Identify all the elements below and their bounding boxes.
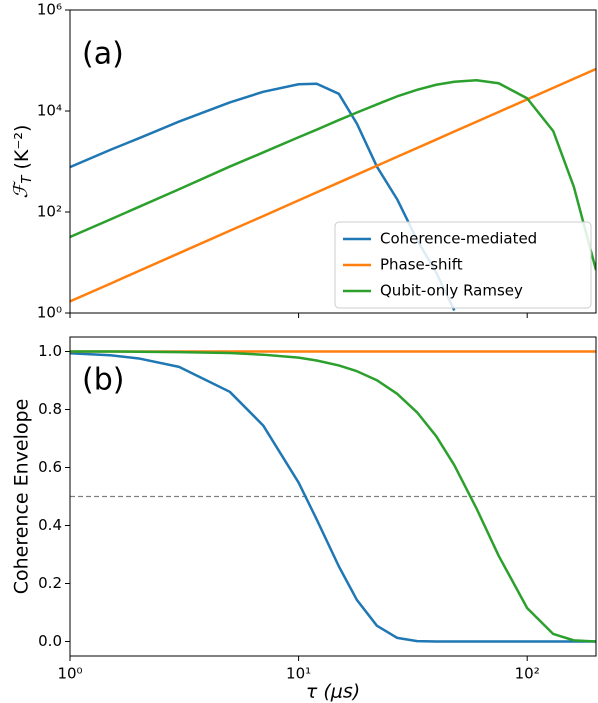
x-tick-label: 10⁰: [57, 665, 82, 683]
y-axis-label: Coherence Envelope: [11, 399, 33, 595]
legend-label: Phase-shift: [380, 256, 463, 274]
y-tick-label: 10²: [37, 203, 62, 221]
y-tick-label: 0.8: [38, 400, 62, 418]
series-line: [70, 350, 596, 643]
legend-label: Qubit-only Ramsey: [380, 282, 523, 300]
plot-area: [70, 350, 596, 643]
plot-frame: [69, 9, 597, 314]
y-label-unit: (K⁻²): [11, 125, 33, 170]
y-tick-label: 10⁰: [37, 304, 62, 322]
y-tick-label: 0.4: [38, 516, 62, 534]
legend-label: Coherence-mediated: [380, 230, 537, 248]
y-axis-label: ℱT (K⁻²): [10, 125, 35, 199]
y-tick-label: 0.2: [38, 574, 62, 592]
panel-label: (b): [82, 363, 124, 398]
x-axis-label: τ (μs): [306, 681, 360, 703]
y-tick-label: 1.0: [38, 342, 62, 360]
plot-frame: [69, 336, 597, 657]
y-tick-label: 0.6: [38, 458, 62, 476]
series-line: [70, 78, 596, 271]
y-tick-label: 10⁴: [37, 102, 62, 120]
x-tick-label: 10¹: [286, 665, 311, 683]
legend-box: [334, 221, 592, 309]
panel-label: (a): [82, 37, 124, 72]
y-label-symbol: ℱ: [10, 180, 32, 198]
y-tick-label: 10⁶: [37, 1, 62, 19]
series-line: [70, 351, 596, 643]
y-label-subscript: T: [20, 175, 35, 184]
y-tick-label: 0.0: [38, 632, 62, 650]
x-tick-label: 10²: [515, 665, 540, 683]
series-line: [70, 67, 596, 303]
